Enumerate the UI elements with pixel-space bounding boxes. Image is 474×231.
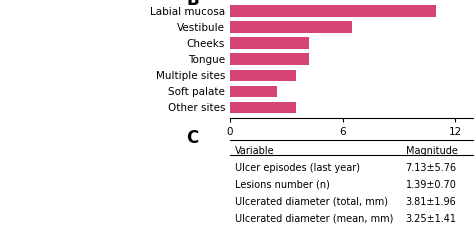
Text: 3.81±1.96: 3.81±1.96 bbox=[406, 197, 456, 207]
Bar bbox=[230, 21, 352, 33]
Bar bbox=[230, 5, 437, 17]
Bar bbox=[230, 85, 277, 97]
Text: C: C bbox=[186, 129, 198, 147]
Text: 3.25±1.41: 3.25±1.41 bbox=[406, 214, 456, 224]
Bar bbox=[230, 37, 309, 49]
Text: B: B bbox=[186, 0, 199, 9]
Text: 7.13±5.76: 7.13±5.76 bbox=[406, 163, 457, 173]
Text: Lesions number (n): Lesions number (n) bbox=[235, 180, 330, 190]
Text: Variable: Variable bbox=[235, 146, 274, 156]
Text: Ulcer episodes (last year): Ulcer episodes (last year) bbox=[235, 163, 360, 173]
Text: Ulcerated diameter (total, mm): Ulcerated diameter (total, mm) bbox=[235, 197, 388, 207]
Text: 1.39±0.70: 1.39±0.70 bbox=[406, 180, 456, 190]
Text: Ulcerated diameter (mean, mm): Ulcerated diameter (mean, mm) bbox=[235, 214, 393, 224]
Bar bbox=[230, 54, 309, 65]
Bar bbox=[230, 70, 296, 81]
Bar bbox=[230, 102, 296, 113]
Text: Magnitude: Magnitude bbox=[406, 146, 457, 156]
